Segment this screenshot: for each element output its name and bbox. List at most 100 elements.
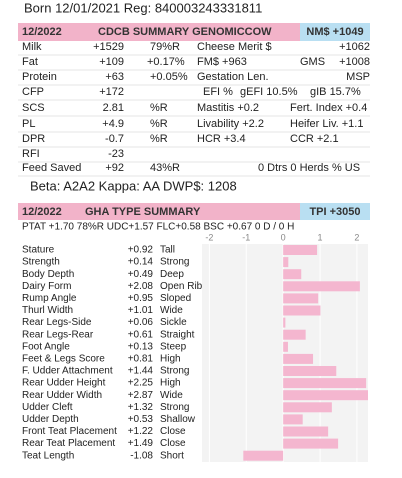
trait-value: -1.08 xyxy=(130,450,153,461)
trait-name: Feet & Legs Score xyxy=(22,354,105,365)
cell: %R xyxy=(150,133,168,145)
x-tick-label: 0 xyxy=(281,232,286,242)
bar xyxy=(283,366,337,376)
trait-name: Rump Angle xyxy=(22,293,77,304)
cell: DPR xyxy=(22,133,45,145)
cdcb-date: 12/2022 xyxy=(22,26,62,38)
trait-desc: Close xyxy=(160,438,186,449)
cell: Fert. Index +0.4 xyxy=(290,102,367,114)
cell: FM$ +963 xyxy=(197,56,247,68)
cdcb-title: CDCB SUMMARY GENOMICCOW xyxy=(98,26,272,38)
trait-name: F. Udder Attachment xyxy=(22,366,113,377)
trait-value: +0.53 xyxy=(128,414,154,425)
cell: -23 xyxy=(108,148,124,160)
trait-value: +0.95 xyxy=(128,293,154,304)
trait-value: +1.32 xyxy=(128,402,154,413)
trait-desc: Sickle xyxy=(160,317,187,328)
bar xyxy=(283,269,302,280)
tpi: TPI +3050 xyxy=(309,206,360,218)
trait-value: +2.08 xyxy=(128,281,154,292)
bar xyxy=(283,353,314,364)
x-tick-label: -2 xyxy=(205,232,213,242)
trait-desc: Sloped xyxy=(160,293,191,304)
cell: CCR +2.1 xyxy=(290,133,339,145)
trait-name: Rear Udder Height xyxy=(22,378,106,389)
cell: Livability +2.2 xyxy=(197,118,264,130)
cell: Protein xyxy=(22,71,57,83)
trait-name: Body Depth xyxy=(22,269,74,280)
tpi-box xyxy=(300,203,370,220)
cell: GMS xyxy=(300,56,325,68)
cell: gEFI 10.5% xyxy=(240,86,298,98)
cell: PL xyxy=(22,118,35,130)
cell: +1008 xyxy=(339,56,370,68)
genotype: Beta: A2A2 Kappa: AA DWP$: 1208 xyxy=(30,178,237,193)
bar xyxy=(283,257,289,268)
trait-value: +1.22 xyxy=(128,426,154,437)
cell: 2.81 xyxy=(103,102,124,114)
cell: 43%R xyxy=(150,162,180,174)
trait-value: +0.49 xyxy=(128,269,154,280)
bar xyxy=(283,402,332,413)
trait-desc: Strong xyxy=(160,402,189,413)
trait-desc: Wide xyxy=(160,390,183,401)
cell: -0.7 xyxy=(105,133,124,145)
cell: +4.9 xyxy=(102,118,124,130)
cell: +172 xyxy=(99,86,124,98)
trait-desc: Short xyxy=(160,450,184,461)
trait-value: +0.06 xyxy=(128,317,154,328)
trait-value: +2.25 xyxy=(128,378,154,389)
cell: +0.05% xyxy=(150,71,188,83)
cell: 79%R xyxy=(150,41,180,53)
trait-name: Rear Udder Width xyxy=(22,390,102,401)
trait-desc: Open Rib xyxy=(160,281,203,292)
bar xyxy=(283,438,339,449)
trait-name: Thurl Width xyxy=(22,305,73,316)
bar xyxy=(243,450,284,461)
trait-name: Rear Legs-Rear xyxy=(22,329,94,340)
trait-name: Teat Length xyxy=(22,450,74,461)
trait-desc: Steep xyxy=(160,341,187,352)
cell: SCS xyxy=(22,102,45,114)
trait-name: Front Teat Placement xyxy=(22,426,117,437)
trait-desc: Close xyxy=(160,426,186,437)
type-date: 12/2022 xyxy=(22,206,62,218)
trait-name: Strength xyxy=(22,257,60,268)
trait-desc: Wide xyxy=(160,305,183,316)
x-tick-label: 2 xyxy=(354,232,359,242)
trait-value: +0.81 xyxy=(128,354,154,365)
cell: Fat xyxy=(22,56,38,68)
trait-desc: High xyxy=(160,378,181,389)
bar xyxy=(283,329,306,340)
cell: CFP xyxy=(22,86,44,98)
cell: %R xyxy=(150,102,168,114)
bar xyxy=(283,414,303,425)
bar xyxy=(283,317,286,328)
bar xyxy=(283,293,319,304)
cell: MSP xyxy=(346,71,370,83)
cell: RFI xyxy=(22,148,40,160)
x-tick-label: 1 xyxy=(318,232,323,242)
trait-value: +2.87 xyxy=(128,390,154,401)
trait-value: +0.92 xyxy=(128,245,154,256)
trait-name: Rear Teat Placement xyxy=(22,438,115,449)
cell: Milk xyxy=(22,41,42,53)
trait-value: +0.14 xyxy=(128,257,154,268)
cell: %R xyxy=(150,118,168,130)
bar xyxy=(283,378,367,389)
cell: Mastitis +0.2 xyxy=(197,102,259,114)
trait-value: +1.49 xyxy=(128,438,154,449)
bar xyxy=(283,426,329,437)
bar xyxy=(283,281,360,292)
type-title: GHA TYPE SUMMARY xyxy=(85,206,201,218)
trait-value: +1.44 xyxy=(128,366,154,377)
cell: Heifer Liv. +1.1 xyxy=(290,118,363,130)
trait-value: +1.01 xyxy=(128,305,154,316)
trait-name: Rear Legs-Side xyxy=(22,317,92,328)
cell: Gestation Len. xyxy=(197,71,269,83)
bar xyxy=(283,305,321,316)
cell: +1529 xyxy=(93,41,124,53)
cell: Feed Saved xyxy=(22,162,81,174)
trait-desc: Strong xyxy=(160,366,189,377)
